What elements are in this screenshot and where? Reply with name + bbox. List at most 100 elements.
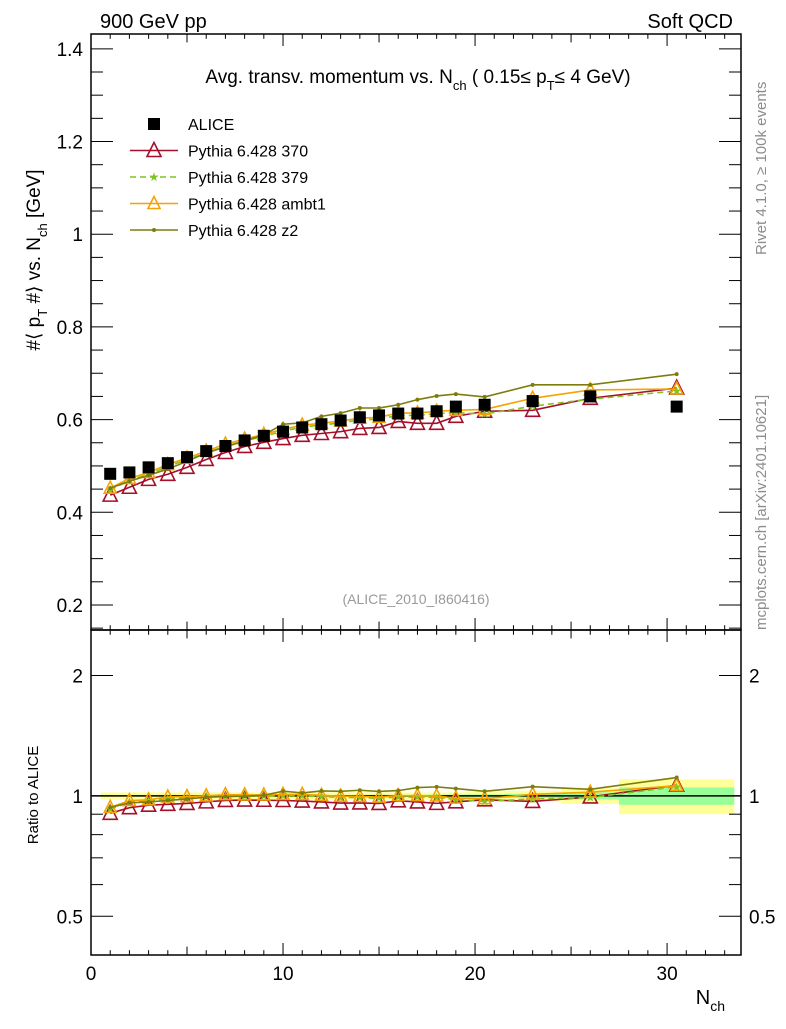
marker-triangle (121, 797, 138, 815)
marker-triangle (428, 413, 445, 431)
marker-star: ★ (278, 789, 289, 803)
main-title: Avg. transv. momentum vs. Nch ( 0.15≤ pT… (205, 67, 630, 93)
marker-triangle (218, 785, 233, 801)
marker-dot (453, 392, 458, 397)
ratio-y-tick-label: 1 (72, 787, 83, 808)
marker-triangle (178, 457, 196, 475)
marker-square (257, 429, 270, 442)
marker-triangle (669, 380, 684, 395)
marker-triangle (371, 788, 387, 803)
marker-square (238, 434, 251, 447)
marker-dot (300, 790, 305, 795)
ratio-y-tick-label: 2 (72, 667, 83, 688)
marker-triangle (448, 789, 464, 804)
y-tick-label: 1 (72, 225, 83, 246)
marker-triangle (101, 485, 119, 502)
y-tick-label: 0.2 (57, 596, 83, 617)
side-label-mcplots: mcplots.cern.ch [arXiv:2401.10621] (753, 395, 770, 630)
marker-triangle (140, 469, 157, 487)
marker-triangle (581, 787, 599, 804)
marker-dot (281, 789, 286, 794)
marker-star: ★ (450, 406, 461, 420)
marker-dot (415, 785, 420, 790)
marker-star: ★ (431, 790, 442, 804)
marker-star: ★ (412, 790, 423, 804)
marker-triangle (389, 790, 407, 808)
marker-triangle (159, 794, 177, 812)
marker-triangle (525, 785, 540, 801)
main-ylabel: #⟨ pT #⟩ vs. Nch [GeV] (24, 169, 50, 350)
marker-triangle (524, 791, 541, 809)
marker-dot (223, 794, 228, 799)
marker-triangle (429, 787, 444, 802)
marker-square (148, 118, 160, 130)
legend-entry: ★ Pythia 6.428 379 (130, 170, 308, 187)
marker-triangle (447, 792, 465, 809)
header-right: Soft QCD (647, 11, 733, 33)
marker-dot (453, 786, 458, 791)
marker-square (123, 466, 136, 479)
header-left: 900 GeV pp (100, 11, 207, 33)
marker-dot (261, 793, 266, 798)
marker-dot (482, 789, 487, 794)
marker-square (334, 414, 347, 427)
series-line (109, 387, 677, 496)
marker-square (142, 461, 155, 474)
marker-dot (152, 228, 156, 232)
marker-triangle (313, 423, 330, 441)
x-tick-label: 0 (86, 964, 97, 985)
marker-triangle (333, 787, 348, 802)
marker-dot (204, 795, 209, 800)
marker-square (315, 418, 328, 431)
marker-square (161, 457, 174, 470)
marker-triangle (389, 411, 407, 429)
marker-star: ★ (671, 780, 682, 794)
marker-dot (434, 784, 439, 789)
y-tick-label: 1.2 (57, 133, 83, 154)
marker-triangle (236, 790, 253, 807)
marker-triangle (332, 421, 349, 439)
marker-dot (319, 414, 324, 419)
marker-star: ★ (354, 791, 365, 805)
marker-square (526, 395, 539, 408)
y-tick-label: 0.6 (57, 411, 83, 432)
marker-star: ★ (149, 170, 160, 184)
legend: ALICE Pythia 6.428 370 ★ Pythia 6.428 379 Py… (130, 117, 326, 240)
legend-entry: Pythia 6.428 370 (130, 140, 308, 161)
legend-label: ALICE (188, 117, 234, 134)
marker-square (219, 440, 232, 453)
marker-square (430, 405, 443, 418)
marker-triangle (314, 786, 329, 802)
legend-label: Pythia 6.428 ambt1 (188, 197, 326, 214)
marker-square (411, 407, 424, 420)
marker-square (296, 421, 309, 434)
ratio-y-tick-label-right: 0.5 (749, 907, 775, 928)
x-tick-label: 20 (464, 964, 485, 985)
side-label-rivet: Rivet 4.1.0, ≥ 100k events (753, 82, 770, 255)
marker-dot (357, 406, 362, 411)
marker-square (200, 445, 213, 458)
marker-dot (338, 789, 343, 794)
marker-dot (185, 796, 190, 801)
marker-dot (146, 799, 151, 804)
marker-triangle (122, 791, 137, 807)
marker-triangle (524, 400, 541, 418)
marker-square (373, 409, 386, 422)
marker-triangle (146, 194, 162, 210)
marker-dot (357, 788, 362, 793)
marker-dot (127, 800, 132, 805)
marker-dot (338, 411, 343, 416)
marker-triangle (428, 793, 445, 811)
ratio-y-tick-label-right: 2 (749, 667, 760, 688)
ratio-plot-frame (90, 629, 742, 956)
marker-dot (281, 422, 286, 427)
marker-dot (674, 775, 679, 780)
analysis-watermark: (ALICE_2010_I860416) (342, 591, 489, 607)
legend-label: Pythia 6.428 z2 (188, 223, 298, 240)
marker-dot (108, 805, 113, 810)
marker-dot (588, 382, 593, 387)
ratio-series-line (109, 785, 677, 810)
ratio-y-tick-label: 0.5 (57, 907, 83, 928)
x-tick-label: 30 (657, 964, 678, 985)
